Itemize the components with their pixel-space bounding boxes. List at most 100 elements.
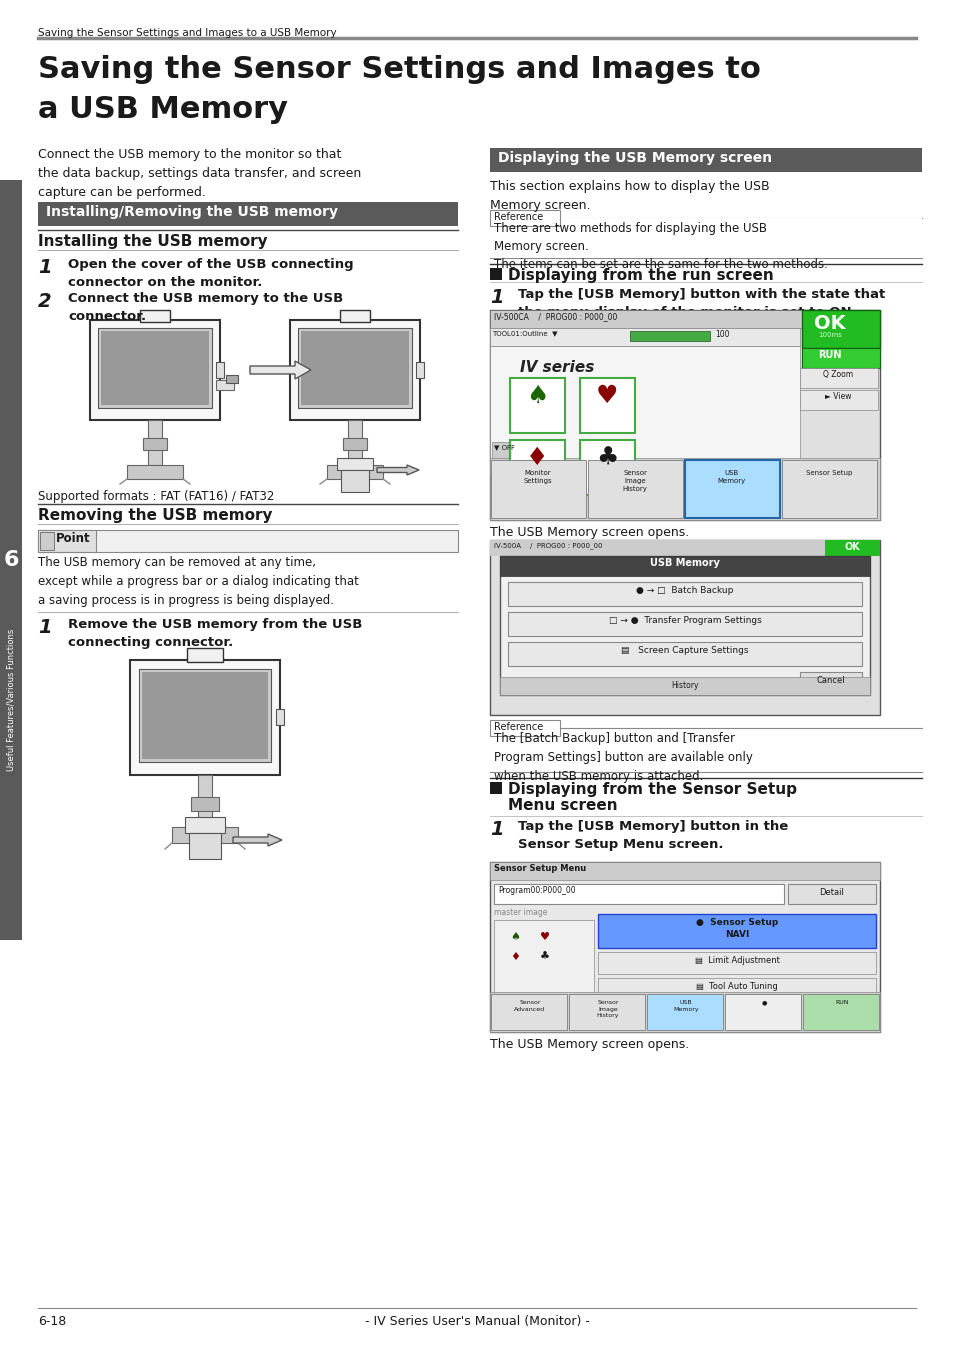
Bar (598, 952, 875, 975)
Text: ▤  Tool Auto Tuning: ▤ Tool Auto Tuning (696, 981, 777, 991)
Text: Displaying from the run screen: Displaying from the run screen (507, 268, 773, 283)
Bar (510, 439, 564, 495)
Bar (101, 332, 209, 404)
Bar (801, 348, 879, 368)
Text: Open the cover of the USB connecting
connector on the monitor.: Open the cover of the USB connecting con… (68, 257, 354, 288)
Bar (724, 993, 801, 1030)
Text: 6: 6 (3, 550, 19, 570)
Bar (800, 673, 862, 692)
Text: 100ms: 100ms (818, 332, 841, 338)
Bar (215, 380, 233, 390)
Bar (290, 319, 419, 421)
Bar (490, 346, 800, 476)
Bar (490, 541, 879, 714)
FancyArrow shape (376, 465, 418, 474)
Bar (185, 817, 225, 833)
Text: USB
Memory: USB Memory (717, 470, 745, 484)
Bar (40, 532, 54, 550)
Text: USB Memory: USB Memory (649, 558, 720, 568)
Text: ▤   Screen Capture Settings: ▤ Screen Capture Settings (620, 646, 748, 655)
Text: ♦: ♦ (510, 952, 519, 962)
Bar (824, 541, 879, 555)
Bar (800, 390, 877, 410)
Bar (98, 328, 212, 408)
Bar (507, 642, 862, 666)
Bar (499, 677, 869, 696)
Text: Point: Point (56, 532, 91, 545)
Bar (348, 421, 361, 465)
Text: History: History (671, 681, 698, 690)
Text: USB
Memory: USB Memory (673, 1000, 699, 1011)
Text: Displaying from the Sensor Setup: Displaying from the Sensor Setup (507, 782, 796, 797)
Bar (507, 612, 862, 636)
Text: 100: 100 (714, 330, 729, 338)
Bar (579, 439, 635, 495)
Text: master image: master image (494, 909, 547, 917)
Bar (215, 363, 224, 377)
Text: ► View: ► View (824, 392, 850, 400)
Text: Reference: Reference (494, 212, 542, 222)
Bar (800, 368, 877, 388)
Text: Sensor
Image
History: Sensor Image History (622, 470, 647, 492)
Text: ♠: ♠ (510, 931, 519, 942)
Bar (801, 310, 879, 348)
Bar (38, 530, 457, 551)
Bar (343, 438, 367, 450)
Bar (490, 782, 501, 794)
Text: Installing/Removing the USB memory: Installing/Removing the USB memory (46, 205, 337, 218)
Text: The [Batch Backup] button and [Transfer
Program Settings] button are available o: The [Batch Backup] button and [Transfer … (494, 732, 752, 783)
Bar (494, 919, 594, 1010)
Text: ♣: ♣ (596, 446, 618, 470)
Bar (579, 377, 635, 433)
Text: ● → □  Batch Backup: ● → □ Batch Backup (636, 586, 733, 594)
Bar (802, 993, 878, 1030)
Text: Cancel: Cancel (816, 675, 844, 685)
Text: 6-18: 6-18 (38, 1316, 66, 1328)
Bar (0, 181, 22, 940)
Bar (684, 460, 780, 518)
Text: a USB Memory: a USB Memory (38, 94, 288, 124)
Bar (339, 310, 370, 322)
Text: IV series: IV series (519, 360, 594, 375)
Text: Menu screen: Menu screen (507, 798, 617, 813)
Bar (490, 861, 879, 1033)
Text: Tap the [USB Memory] button in the
Sensor Setup Menu screen.: Tap the [USB Memory] button in the Senso… (517, 820, 787, 851)
Text: Program00:P000_00: Program00:P000_00 (497, 886, 575, 895)
Bar (499, 555, 869, 576)
Bar (629, 332, 709, 341)
Bar (510, 377, 564, 433)
Text: The USB Memory screen opens.: The USB Memory screen opens. (490, 526, 688, 539)
Bar (187, 648, 223, 662)
Bar (490, 310, 879, 520)
Text: Sensor Setup: Sensor Setup (805, 470, 851, 476)
Bar (198, 775, 212, 828)
Bar (139, 669, 271, 762)
Text: 1: 1 (38, 257, 51, 276)
Bar (781, 460, 876, 518)
Bar (490, 541, 879, 555)
Bar (507, 582, 862, 607)
Text: □ → ●  Transfer Program Settings: □ → ● Transfer Program Settings (608, 616, 760, 625)
Text: ●: ● (760, 1000, 766, 1006)
Text: There are two methods for displaying the USB
Memory screen.
The items can be set: There are two methods for displaying the… (494, 222, 827, 271)
Bar (490, 328, 800, 346)
Text: ●  Sensor Setup: ● Sensor Setup (695, 918, 778, 927)
Bar (492, 442, 537, 458)
Bar (491, 993, 566, 1030)
Bar (148, 421, 162, 465)
Text: ▤  Limit Adjustment: ▤ Limit Adjustment (694, 956, 779, 965)
Bar (172, 828, 237, 842)
Text: ♠: ♠ (525, 384, 548, 408)
Bar (142, 673, 268, 759)
Bar (490, 861, 879, 880)
Text: Tap the [USB Memory] button with the state that
the menu display of the monitor : Tap the [USB Memory] button with the sta… (517, 288, 884, 319)
Text: ♥: ♥ (539, 931, 550, 942)
Text: The USB Memory screen opens.: The USB Memory screen opens. (490, 1038, 688, 1051)
Text: NAVI: NAVI (724, 930, 748, 940)
Text: 1: 1 (38, 617, 51, 638)
Text: Sensor
Image
History: Sensor Image History (597, 1000, 618, 1018)
Text: ▼ OFF: ▼ OFF (494, 443, 515, 450)
Text: - IV Series User's Manual (Monitor) -: - IV Series User's Manual (Monitor) - (364, 1316, 589, 1328)
Text: 1: 1 (490, 288, 503, 307)
Bar (140, 310, 170, 322)
